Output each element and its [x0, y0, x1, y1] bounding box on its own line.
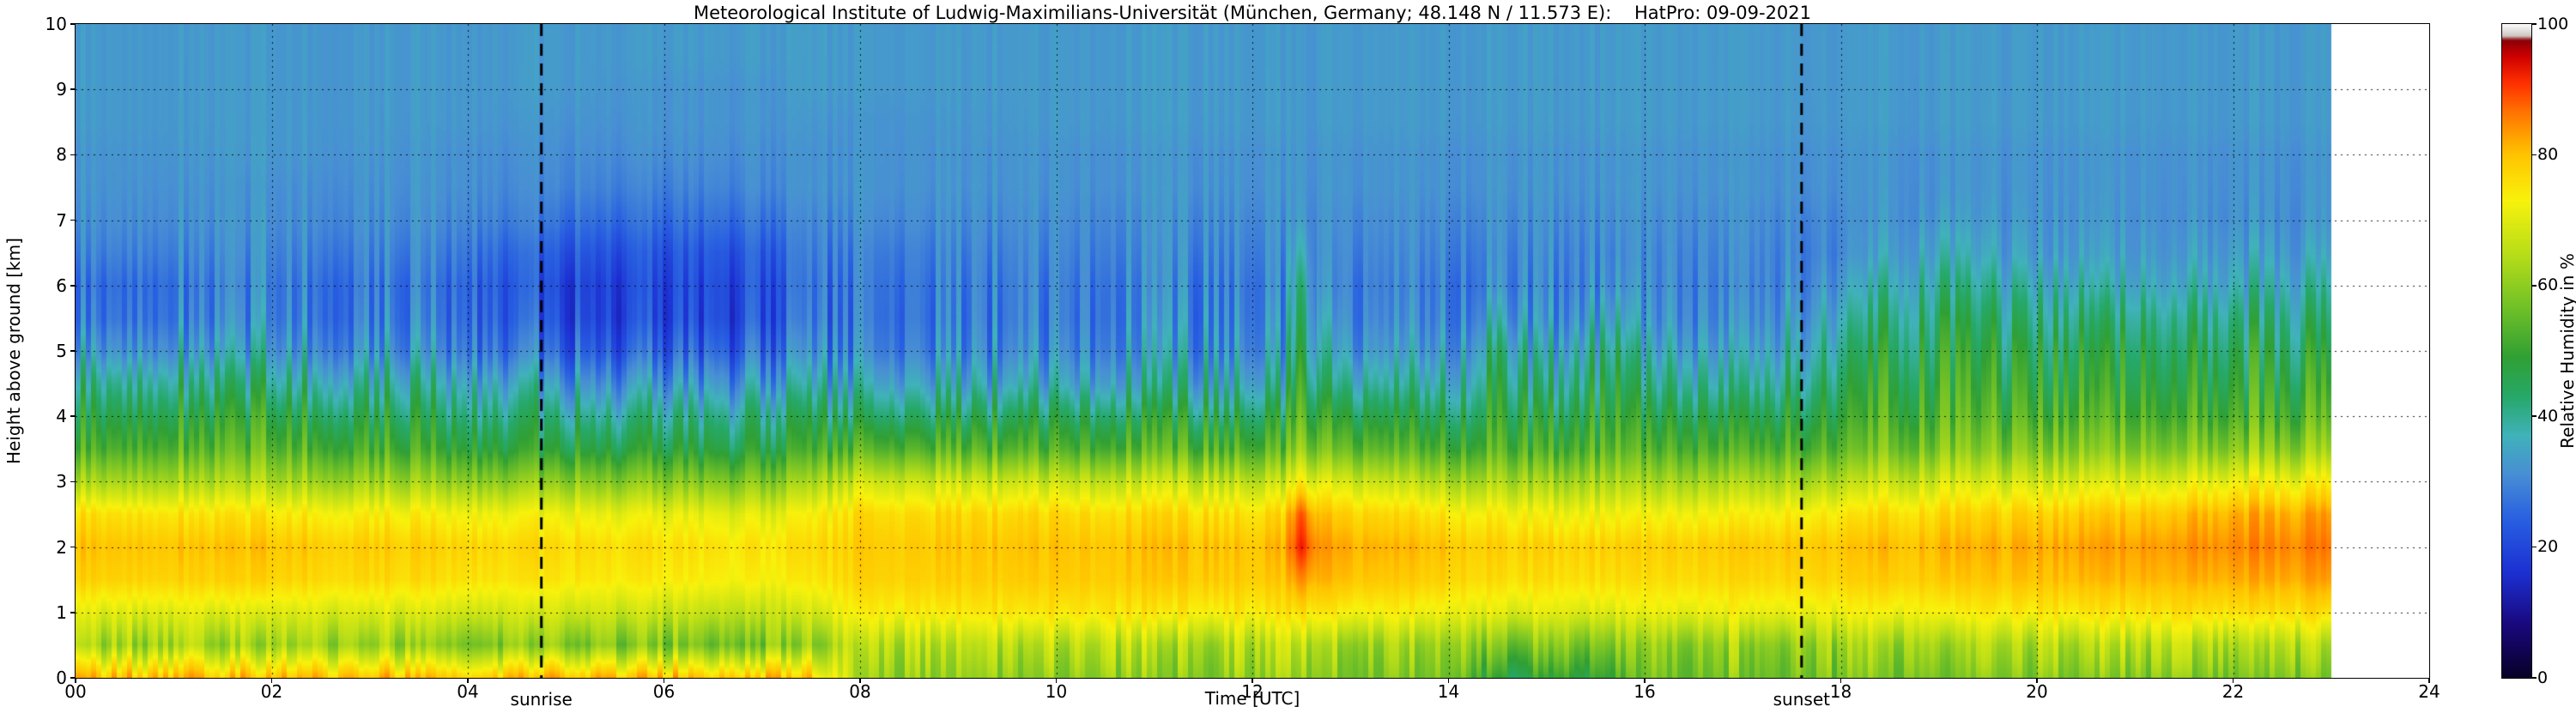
x-tick-label: 16 — [1633, 681, 1656, 702]
y-tick-label: 1 — [56, 601, 67, 623]
x-tick-mark — [859, 678, 861, 683]
colorbar-axis-label: Relative Humidity in % — [2557, 253, 2576, 449]
colorbar-tick-label: 40 — [2537, 406, 2559, 426]
x-tick-label: 20 — [2026, 681, 2048, 702]
x-axis-label: Time [UTC] — [1204, 688, 1300, 707]
y-tick-label: 10 — [45, 14, 67, 34]
y-tick-label: 6 — [56, 275, 67, 296]
x-tick-mark — [270, 678, 273, 683]
colorbar-tick-mark — [2531, 23, 2537, 25]
x-tick-mark — [2036, 678, 2038, 683]
x-tick-label: 06 — [652, 681, 676, 702]
colorbar-tick-label: 0 — [2537, 668, 2549, 687]
y-tick-mark — [70, 219, 76, 221]
colorbar-tick-mark — [2531, 154, 2537, 156]
y-tick-label: 5 — [56, 341, 67, 361]
x-tick-label: 08 — [849, 681, 871, 702]
sunset-annotation-label: sunset — [1773, 689, 1830, 707]
x-tick-label: 00 — [64, 681, 87, 702]
x-tick-label: 12 — [1241, 681, 1264, 702]
x-tick-mark — [1252, 678, 1253, 683]
colorbar-tick-label: 80 — [2537, 144, 2559, 164]
x-tick-mark — [1055, 678, 1058, 683]
colorbar-tick-label: 60 — [2537, 275, 2559, 295]
colorbar-tick-label: 100 — [2537, 14, 2569, 33]
humidity-heatmap-canvas — [76, 24, 2429, 678]
plot-area — [75, 23, 2430, 679]
colorbar — [2501, 23, 2532, 679]
x-tick-mark — [2232, 678, 2234, 683]
x-tick-mark — [75, 678, 76, 683]
x-tick-label: 14 — [1437, 681, 1460, 702]
y-tick-mark — [70, 154, 76, 156]
y-tick-label: 4 — [56, 406, 67, 427]
x-tick-mark — [1644, 678, 1646, 683]
y-tick-label: 2 — [56, 536, 67, 558]
colorbar-tick-mark — [2531, 415, 2537, 417]
x-tick-mark — [467, 678, 469, 683]
x-tick-label: 22 — [2221, 681, 2245, 702]
y-tick-label: 7 — [56, 209, 67, 231]
y-tick-mark — [70, 612, 76, 613]
y-tick-mark — [70, 285, 76, 287]
colorbar-tick-mark — [2531, 546, 2537, 548]
y-tick-mark — [70, 677, 76, 679]
colorbar-tick-mark — [2531, 285, 2537, 287]
y-tick-label: 3 — [56, 471, 67, 492]
x-tick-mark — [1447, 678, 1450, 683]
y-tick-label: 8 — [56, 144, 67, 166]
y-tick-mark — [70, 88, 76, 90]
x-tick-label: 02 — [260, 681, 283, 702]
y-axis-label: Height above ground [km] — [3, 238, 24, 464]
x-tick-label: 04 — [457, 681, 479, 702]
chart-title: Meteorological Institute of Ludwig-Maxim… — [693, 3, 1812, 23]
y-tick-label: 9 — [56, 79, 67, 100]
y-tick-mark — [70, 546, 76, 548]
x-tick-label: 18 — [1829, 681, 1852, 702]
x-tick-mark — [2428, 678, 2430, 683]
colorbar-gradient-canvas — [2502, 24, 2531, 678]
x-tick-mark — [1840, 678, 1842, 683]
y-tick-mark — [70, 23, 76, 25]
y-tick-mark — [70, 480, 76, 483]
y-tick-mark — [70, 415, 76, 417]
x-tick-label: 10 — [1045, 681, 1068, 702]
sunrise-annotation-label: sunrise — [510, 689, 573, 707]
x-tick-label: 24 — [2418, 681, 2440, 702]
y-tick-label: 0 — [56, 668, 67, 688]
y-tick-mark — [70, 350, 76, 352]
x-tick-mark — [663, 678, 665, 683]
colorbar-tick-label: 20 — [2537, 537, 2559, 557]
colorbar-tick-mark — [2531, 677, 2537, 679]
